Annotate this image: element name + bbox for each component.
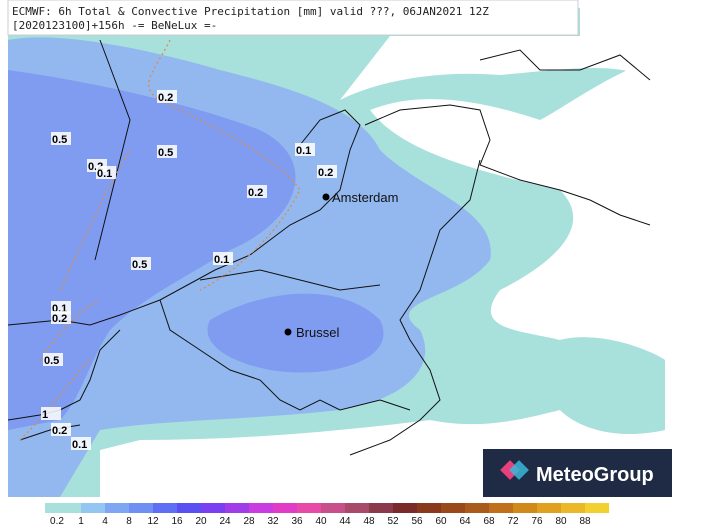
colorbar-label: 32 <box>267 516 279 527</box>
contour-label-bg <box>247 185 267 198</box>
coastline <box>364 104 651 226</box>
logo-text: MeteoGroup <box>536 464 654 486</box>
colorbar-label: 12 <box>147 516 159 527</box>
border <box>159 299 411 411</box>
colorbar-label: 16 <box>171 516 183 527</box>
colorbar-label: 20 <box>195 516 207 527</box>
header-line: [2020123100]+156h -= BeNeLux =- <box>12 19 217 32</box>
colorbar-segment <box>465 503 489 513</box>
colorbar-segment <box>537 503 561 513</box>
border <box>199 269 381 291</box>
contour-label-bg <box>96 166 116 179</box>
colorbar-label: 24 <box>219 516 231 527</box>
precip-heavy <box>8 70 296 430</box>
colorbar-label: 64 <box>459 516 471 527</box>
colorbar-label: 60 <box>435 516 447 527</box>
colorbar-label: 1 <box>78 516 84 527</box>
contour-label-bg <box>295 143 315 156</box>
colorbar-label: 56 <box>411 516 423 527</box>
contour-label: 0.2 <box>158 92 173 104</box>
contour-label-bg <box>51 301 71 314</box>
colorbar-segment <box>441 503 465 513</box>
colorbar-label: 40 <box>315 516 327 527</box>
colorbar-segment <box>177 503 201 513</box>
colorbar-segment <box>129 503 153 513</box>
logo-icon <box>509 460 529 480</box>
contour-label: 0.5 <box>158 147 173 159</box>
contour-label: 0.5 <box>132 259 147 271</box>
contour-label-bg <box>317 165 337 178</box>
colorbar-label: 8 <box>126 516 132 527</box>
contour-label: 0.5 <box>52 134 67 146</box>
colorbar-label: 44 <box>339 516 351 527</box>
contour-label-bg <box>43 353 63 366</box>
colorbar-segment <box>57 503 81 513</box>
colorbar-segment <box>105 503 129 513</box>
city-label: Amsterdam <box>332 190 398 205</box>
contour <box>19 39 301 441</box>
colorbar-segment <box>297 503 321 513</box>
colorbar-segment <box>417 503 441 513</box>
contour-label: 0.2 <box>318 167 333 179</box>
colorbar-segment <box>369 503 393 513</box>
colorbar-label: 36 <box>291 516 303 527</box>
colorbar-arrow <box>585 503 599 513</box>
colorbar-label: 0.2 <box>50 516 64 527</box>
contour-label: 0.2 <box>248 187 263 199</box>
header-line: ECMWF: 6h Total & Convective Precipitati… <box>12 5 489 18</box>
contour-label: 0.5 <box>44 355 59 367</box>
colorbar-label: 4 <box>102 516 108 527</box>
contour-label-bg <box>51 423 71 436</box>
land <box>340 8 650 100</box>
colorbar-label: 80 <box>555 516 567 527</box>
colorbar-label: 52 <box>387 516 399 527</box>
city-dot <box>284 328 292 336</box>
colorbar-segment <box>345 503 369 513</box>
colorbar-segment <box>153 503 177 513</box>
colorbar-label: 72 <box>507 516 519 527</box>
colorbar-segment <box>489 503 513 513</box>
contour-label-bg <box>157 145 177 158</box>
contour-label-bg <box>213 252 233 265</box>
colorbar-label: 88 <box>579 516 591 527</box>
header-box <box>7 0 579 36</box>
coastline <box>7 109 361 326</box>
colorbar-segment <box>201 503 225 513</box>
contour-label: 0.2 <box>52 313 67 325</box>
colorbar-segment <box>273 503 297 513</box>
precip-heavy <box>207 293 384 373</box>
contour-label: 0.1 <box>97 168 112 180</box>
contour-label: 0.1 <box>72 439 87 451</box>
colorbar-segment <box>45 503 57 513</box>
contour-label-bg <box>51 311 71 324</box>
border <box>349 159 481 456</box>
colorbar-segment <box>81 503 105 513</box>
contour-label: 0.1 <box>214 254 229 266</box>
contour-label: 1 <box>42 409 48 421</box>
contour-label: 0.2 <box>52 425 67 437</box>
contour-label-bg <box>51 132 71 145</box>
colorbar-label: 28 <box>243 516 255 527</box>
city-label: Brussel <box>296 325 339 340</box>
colorbar-segment <box>513 503 537 513</box>
colorbar-label: 48 <box>363 516 375 527</box>
colorbar-segment <box>225 503 249 513</box>
contour-label-bg <box>157 90 177 103</box>
colorbar-segment <box>393 503 417 513</box>
border <box>7 329 121 421</box>
colorbar-label: 76 <box>531 516 543 527</box>
contour-label-bg <box>71 437 91 450</box>
precip-light <box>560 337 665 434</box>
colorbar-label: 68 <box>483 516 495 527</box>
colorbar-segment <box>249 503 273 513</box>
colorbar-segment <box>561 503 585 513</box>
contour-label-bg <box>41 407 61 420</box>
colorbar-segment <box>321 503 345 513</box>
contour-label: 0.1 <box>296 145 311 157</box>
city-dot <box>322 193 330 201</box>
contour-label-bg <box>131 257 151 270</box>
coastline <box>479 49 651 81</box>
